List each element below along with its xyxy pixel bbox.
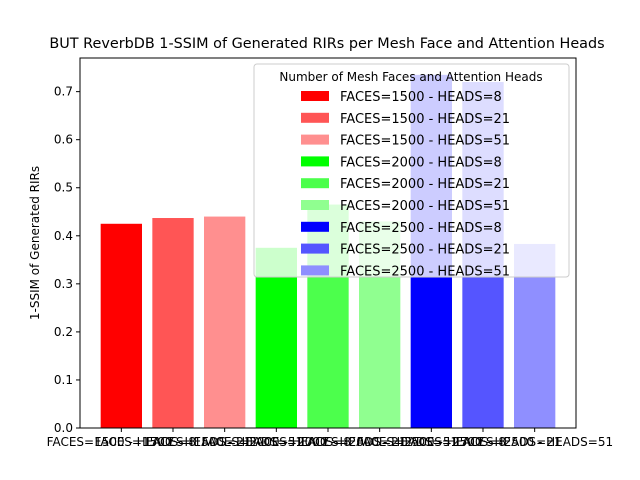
x-tick-label: FACES=2500 - HEADS=51 bbox=[456, 435, 613, 449]
legend-swatch bbox=[301, 156, 329, 167]
legend-label: FACES=2500 - HEADS=51 bbox=[340, 264, 510, 279]
legend-label: FACES=1500 - HEADS=8 bbox=[340, 90, 502, 105]
legend: Number of Mesh Faces and Attention Heads… bbox=[253, 63, 570, 279]
bar bbox=[100, 223, 142, 428]
x-tick-label: FACES=2000 - HEADS=8 bbox=[202, 435, 351, 449]
legend-label: FACES=2500 - HEADS=8 bbox=[340, 221, 502, 236]
x-tick-label: FACES=1500 - HEADS=8 bbox=[47, 435, 196, 449]
legend-swatch bbox=[301, 178, 329, 189]
legend-items: FACES=1500 - HEADS=8 FACES=1500 - HEADS=2… bbox=[301, 90, 510, 279]
legend-swatch bbox=[301, 243, 329, 254]
legend-label: FACES=2000 - HEADS=21 bbox=[340, 177, 510, 192]
x-tick-label: FACES=1500 - HEADS=21 bbox=[95, 435, 252, 449]
legend-title: Number of Mesh Faces and Attention Heads bbox=[279, 70, 542, 84]
legend-label: FACES=2000 - HEADS=8 bbox=[340, 155, 502, 170]
y-tick-label: 0.3 bbox=[54, 277, 73, 291]
y-tick-label: 0.5 bbox=[54, 181, 73, 195]
y-tick-label: 0.6 bbox=[54, 133, 73, 147]
legend-label: FACES=2500 - HEADS=21 bbox=[340, 243, 510, 258]
y-axis-label: 1-SSIM of Generated RIRs bbox=[28, 166, 42, 320]
x-tick-label: FACES=1500 - HEADS=51 bbox=[146, 435, 303, 449]
x-tick-label: FACES=2000 - HEADS=21 bbox=[250, 435, 407, 449]
legend-swatch bbox=[301, 221, 329, 232]
y-tick-label: 0.2 bbox=[54, 325, 73, 339]
legend-label: FACES=1500 - HEADS=51 bbox=[340, 134, 510, 149]
bars-layer bbox=[100, 74, 556, 429]
x-tick-label: FACES=2500 - HEADS=8 bbox=[357, 435, 506, 449]
y-tick-label: 0.7 bbox=[54, 85, 73, 99]
y-axis: 0.0 0.1 0.2 0.3 0.4 0.5 0.6 0.7 bbox=[54, 85, 80, 435]
legend-box bbox=[253, 63, 570, 278]
bar bbox=[204, 216, 246, 428]
x-tick-label: FACES=2000 - HEADS=51 bbox=[301, 435, 458, 449]
legend-label: FACES=1500 - HEADS=21 bbox=[340, 112, 510, 127]
x-tick-label: FACES=2500 - HEADS=21 bbox=[405, 435, 562, 449]
bar bbox=[255, 247, 297, 428]
legend-swatch bbox=[301, 134, 329, 145]
y-tick-label: 0.4 bbox=[54, 229, 73, 243]
legend-swatch bbox=[301, 200, 329, 210]
legend-swatch bbox=[301, 112, 329, 123]
chart-title: BUT ReverbDB 1-SSIM of Generated RIRs pe… bbox=[49, 36, 604, 52]
legend-swatch bbox=[301, 91, 329, 101]
legend-label: FACES=2000 - HEADS=51 bbox=[340, 199, 510, 214]
y-tick-label: 0.0 bbox=[54, 421, 73, 435]
y-tick-label: 0.1 bbox=[54, 373, 73, 387]
bar bbox=[152, 218, 194, 428]
legend-swatch bbox=[301, 265, 329, 276]
